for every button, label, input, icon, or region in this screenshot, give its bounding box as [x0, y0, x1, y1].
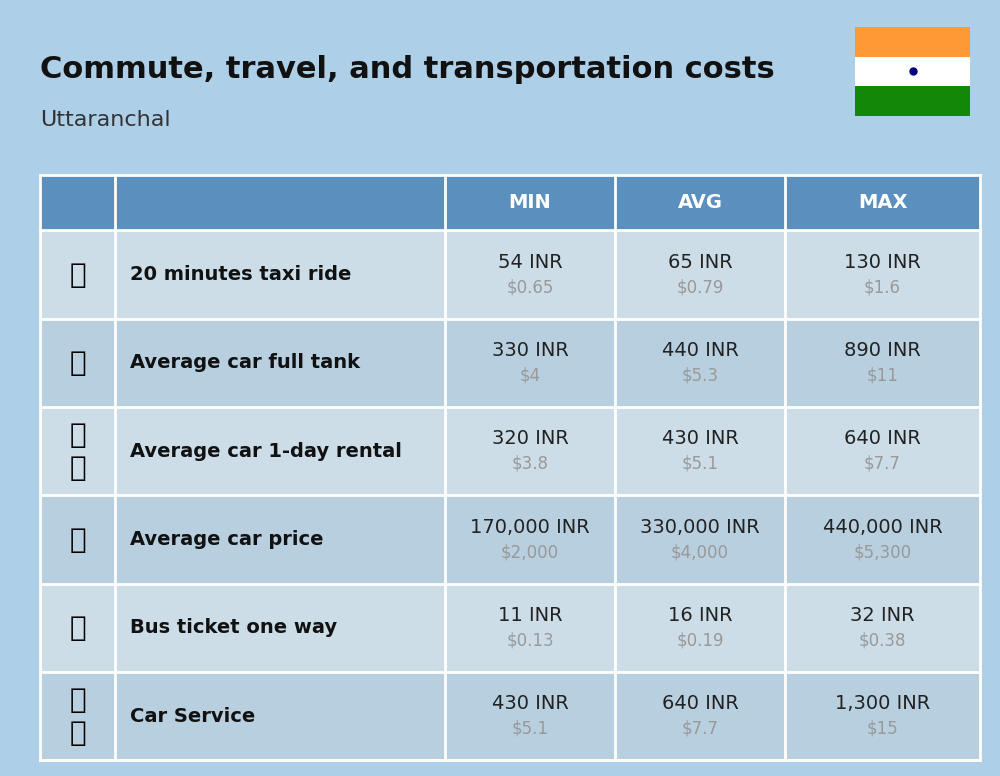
Text: $4: $4	[519, 366, 541, 384]
Text: 640 INR: 640 INR	[844, 429, 921, 449]
Text: Uttaranchal: Uttaranchal	[40, 110, 171, 130]
Text: Average car full tank: Average car full tank	[130, 354, 360, 372]
Text: $5.1: $5.1	[682, 455, 718, 473]
Text: $7.7: $7.7	[864, 455, 901, 473]
Text: 32 INR: 32 INR	[850, 606, 915, 625]
Text: $15: $15	[867, 719, 898, 738]
Text: 1,300 INR: 1,300 INR	[835, 695, 930, 713]
Text: 🚕: 🚕	[69, 261, 86, 289]
Text: 54 INR: 54 INR	[498, 253, 562, 272]
Bar	[40, 407, 980, 495]
Text: 🚗: 🚗	[69, 525, 86, 553]
Text: $0.65: $0.65	[506, 278, 554, 296]
Text: 330 INR: 330 INR	[492, 341, 568, 360]
Text: 890 INR: 890 INR	[844, 341, 921, 360]
Text: 430 INR: 430 INR	[662, 429, 738, 449]
Text: $0.79: $0.79	[676, 278, 724, 296]
Text: 16 INR: 16 INR	[668, 606, 732, 625]
Bar	[40, 230, 980, 319]
Text: 🔑
🚙: 🔑 🚙	[69, 421, 86, 482]
Bar	[40, 175, 980, 230]
Text: Car Service: Car Service	[130, 707, 255, 726]
Text: 440 INR: 440 INR	[662, 341, 738, 360]
Bar	[40, 319, 980, 407]
Text: MIN: MIN	[509, 193, 551, 212]
Text: $7.7: $7.7	[682, 719, 718, 738]
Text: Average car 1-day rental: Average car 1-day rental	[130, 442, 402, 461]
Bar	[855, 57, 970, 86]
Text: $5,300: $5,300	[853, 543, 912, 561]
Text: $4,000: $4,000	[671, 543, 729, 561]
Bar	[855, 27, 970, 57]
Text: 320 INR: 320 INR	[492, 429, 568, 449]
Text: 20 minutes taxi ride: 20 minutes taxi ride	[130, 265, 351, 284]
Text: Commute, travel, and transportation costs: Commute, travel, and transportation cost…	[40, 55, 775, 85]
Text: $5.3: $5.3	[682, 366, 718, 384]
Bar	[40, 584, 980, 672]
Text: 🔧
🚗: 🔧 🚗	[69, 686, 86, 747]
Text: 640 INR: 640 INR	[662, 695, 738, 713]
Bar	[855, 86, 970, 116]
Text: $1.6: $1.6	[864, 278, 901, 296]
Text: 11 INR: 11 INR	[498, 606, 562, 625]
Text: MAX: MAX	[858, 193, 907, 212]
Bar	[40, 495, 980, 584]
Text: $0.19: $0.19	[676, 632, 724, 650]
Text: 130 INR: 130 INR	[844, 253, 921, 272]
Text: 440,000 INR: 440,000 INR	[823, 518, 942, 537]
Text: $0.13: $0.13	[506, 632, 554, 650]
Text: 330,000 INR: 330,000 INR	[640, 518, 760, 537]
Text: $3.8: $3.8	[512, 455, 548, 473]
Text: $11: $11	[867, 366, 898, 384]
Text: 430 INR: 430 INR	[492, 695, 568, 713]
Text: 🚌: 🚌	[69, 614, 86, 642]
Text: $0.38: $0.38	[859, 632, 906, 650]
Text: Bus ticket one way: Bus ticket one way	[130, 618, 337, 637]
Text: AVG: AVG	[678, 193, 722, 212]
Bar	[40, 672, 980, 760]
Text: 65 INR: 65 INR	[668, 253, 732, 272]
Text: Average car price: Average car price	[130, 530, 324, 549]
Text: 170,000 INR: 170,000 INR	[470, 518, 590, 537]
Text: $5.1: $5.1	[512, 719, 548, 738]
Text: ⛽: ⛽	[69, 349, 86, 377]
Text: $2,000: $2,000	[501, 543, 559, 561]
